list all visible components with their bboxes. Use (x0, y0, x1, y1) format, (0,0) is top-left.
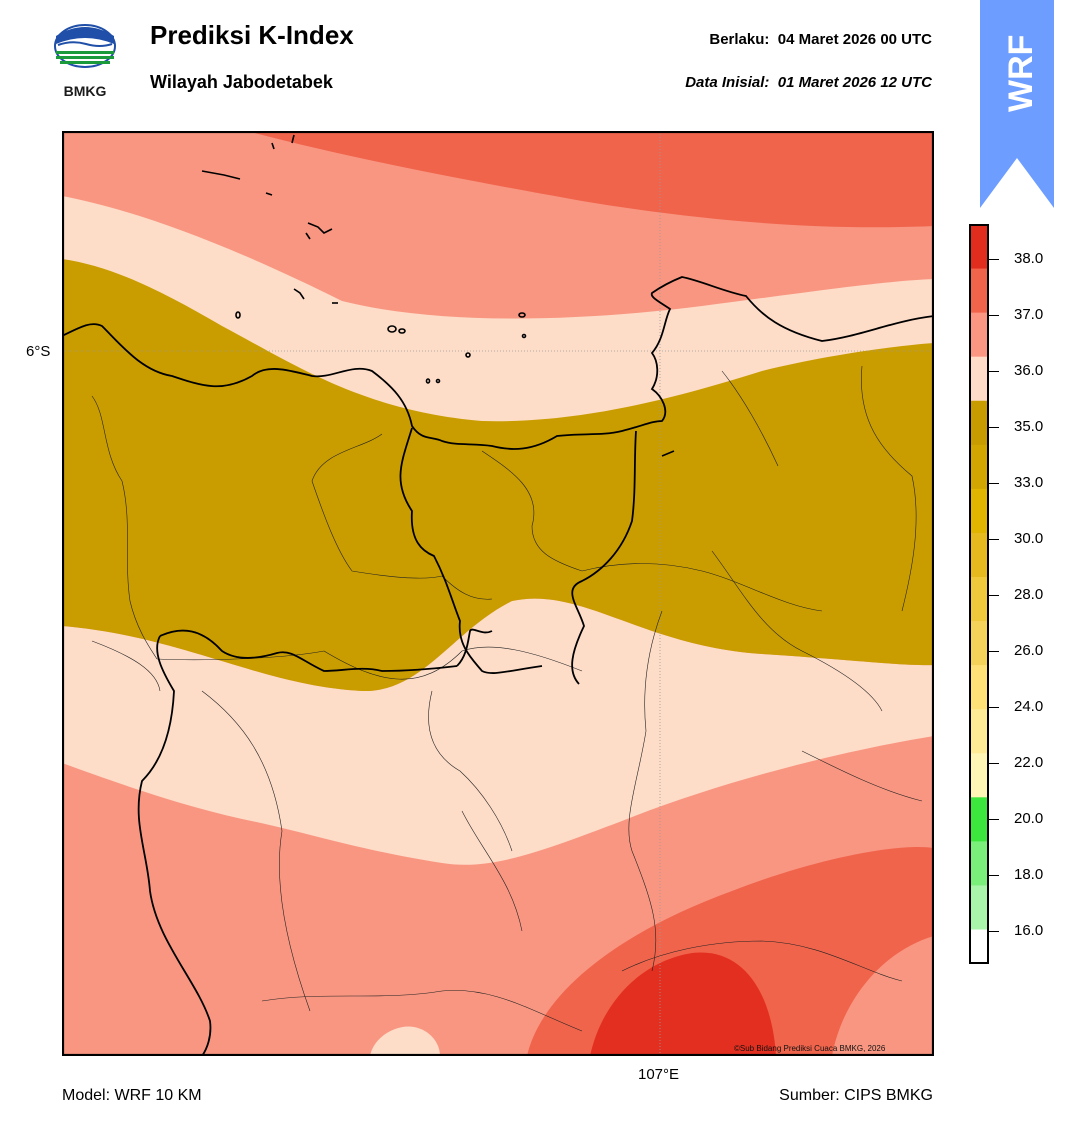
colorbar-segment (969, 576, 989, 622)
lon-label: 107°E (638, 1066, 680, 1083)
colorbar-tick-label: 18.0 (1014, 866, 1044, 883)
map-svg (61, 130, 935, 1057)
zone-37-38-north (247, 131, 934, 228)
colorbar-tick-label: 22.0 (1014, 754, 1044, 771)
colorbar-segment (969, 224, 989, 269)
valid-label: Berlaku: (709, 31, 770, 48)
colorbar-segment (969, 708, 989, 754)
model-label: Model: WRF 10 KM (62, 1087, 202, 1104)
lat-label: 6°S (26, 343, 51, 360)
colorbar-tick-label: 28.0 (1014, 586, 1044, 603)
regency-borders (91, 365, 923, 1032)
zone-30-35 (62, 259, 934, 692)
colorbar-tick (989, 371, 999, 372)
zone-38-core (590, 952, 776, 1056)
bmkg-logo-icon: BMKG (54, 24, 116, 99)
colorbar-segment (969, 884, 989, 930)
copyright-credit: ©Sub Bidang Prediksi Cuaca BMKG, 2026 (734, 1044, 886, 1053)
k-index-map (61, 130, 935, 1057)
colorbar-tick-label: 20.0 (1014, 810, 1044, 827)
page-title: Prediksi K-Index (150, 20, 354, 50)
colorbar-tick-label: 30.0 (1014, 530, 1044, 547)
colorbar-tick (989, 595, 999, 596)
colorbar-tick-label: 37.0 (1014, 306, 1044, 323)
colorbar-segment (969, 312, 989, 357)
colorbar-tick (989, 763, 999, 764)
colorbar-tick (989, 651, 999, 652)
colorbar-tick-label: 24.0 (1014, 698, 1044, 715)
page-subtitle: Wilayah Jabodetabek (150, 72, 333, 92)
zone-35-36-south (62, 598, 934, 865)
ribbon-text: WRF (1002, 35, 1040, 112)
colorbar-tick (989, 483, 999, 484)
colorbar-tick (989, 539, 999, 540)
colorbar-tick (989, 707, 999, 708)
colorbar-tick (989, 259, 999, 260)
colorbar-segment (969, 840, 989, 886)
coastline (62, 276, 934, 450)
colorbar-segment (969, 664, 989, 710)
init-time: Data Inisial: 01 Maret 2026 12 UTC (685, 74, 932, 91)
colorbar-tick (989, 819, 999, 820)
colorbar-frame (969, 224, 989, 964)
colorbar-segment (969, 444, 989, 489)
colorbar-svg (969, 224, 989, 965)
colorbar-tick-label: 26.0 (1014, 642, 1044, 659)
thousand-islands (201, 134, 675, 457)
colorbar-tick-label: 33.0 (1014, 474, 1044, 491)
valid-time: Berlaku: 04 Maret 2026 00 UTC (709, 31, 932, 48)
zone-35-36-bubble (370, 1026, 440, 1056)
colorbar-segment (969, 400, 989, 445)
colorbar-segment (969, 620, 989, 666)
colorbar-segment (969, 356, 989, 401)
colorbar-segment (969, 488, 989, 533)
init-value: 01 Maret 2026 12 UTC (777, 74, 932, 91)
bmkg-logo: BMKG (52, 22, 118, 100)
logo-text: BMKG (64, 83, 107, 99)
colorbar-segment (969, 929, 989, 965)
colorbar-tick-label: 38.0 (1014, 250, 1044, 267)
zone-36-37-east-lobe (832, 936, 934, 1056)
valid-value: 04 Maret 2026 00 UTC (777, 31, 932, 48)
colorbar-tick (989, 931, 999, 932)
source-label: Sumber: CIPS BMKG (779, 1087, 933, 1104)
province-boundary (137, 427, 637, 1056)
colorbar-segment (969, 752, 989, 798)
map-frame (61, 130, 935, 1057)
colorbar-tick (989, 427, 999, 428)
colorbar-tick (989, 875, 999, 876)
colorbar-segment (969, 532, 989, 577)
colorbar (969, 224, 989, 965)
colorbar-tick-label: 36.0 (1014, 362, 1044, 379)
colorbar-tick-label: 35.0 (1014, 418, 1044, 435)
wrf-ribbon: WRF (980, 0, 1054, 210)
colorbar-tick-label: 16.0 (1014, 922, 1044, 939)
colorbar-segment (969, 796, 989, 842)
ribbon-shape (980, 0, 1054, 208)
colorbar-segment (969, 268, 989, 313)
init-label: Data Inisial: (685, 74, 770, 91)
colorbar-tick (989, 315, 999, 316)
